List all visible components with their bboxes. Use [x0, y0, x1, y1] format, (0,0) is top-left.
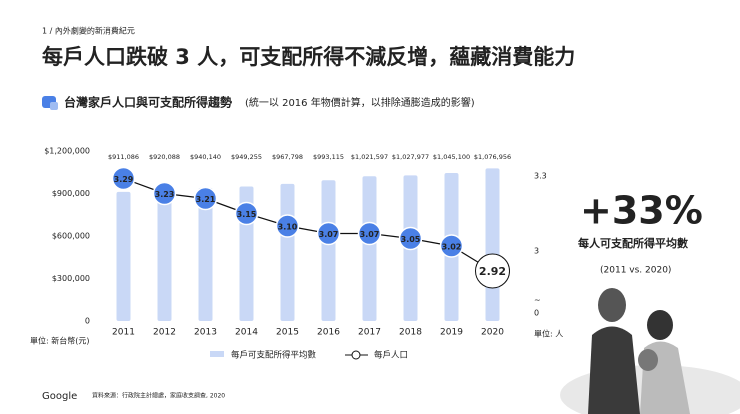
photo-shape [598, 288, 626, 322]
stat-period: (2011 vs. 2020) [600, 266, 671, 276]
value-label: $920,088 [149, 153, 180, 161]
slide-title: 每戶人口跌破 3 人，可支配所得不減反增，蘊藏消費能力 [42, 45, 575, 69]
chart-note: (統一以 2016 年物價計算，以排除通膨造成的影響) [245, 96, 475, 109]
bar [485, 168, 500, 321]
bar [280, 183, 295, 321]
value-label: $940,140 [190, 153, 221, 161]
bar [116, 191, 131, 321]
line-point [398, 226, 423, 251]
point-label: 3.05 [401, 235, 421, 244]
x-tick-label: 2013 [194, 328, 217, 338]
line-point [275, 214, 300, 238]
y2-tick-label: 3 [534, 247, 539, 256]
axis-break: ~ [534, 296, 541, 305]
line [123, 177, 493, 272]
chart-subtitle: 台灣家戶人口與可支配所得趨勢 [64, 95, 232, 110]
y2-tick-label: 0 [534, 309, 539, 318]
point-label: 2.92 [479, 265, 506, 278]
section-label: 1 / 內外劇變的新消費紀元 [42, 26, 135, 36]
point-label: 3.07 [360, 230, 380, 239]
stat: +33% [580, 189, 703, 233]
value-label: $911,086 [108, 153, 139, 161]
line-point [316, 221, 341, 246]
stat-label: 每人可支配所得平均數 [578, 236, 688, 250]
x-tick-label: 2016 [317, 328, 340, 338]
x-tick-label: 2017 [358, 328, 381, 338]
source: 資料來源：行政院主計總處，家庭收支調查, 2020 [92, 392, 225, 400]
line-point [439, 234, 464, 258]
y-tick-label: $1,200,000 [44, 147, 90, 156]
x-tick-label: 2012 [153, 328, 176, 338]
point-label: 3.02 [442, 243, 462, 252]
bar [157, 190, 172, 321]
y-tick-label: $300,000 [52, 274, 90, 283]
point-label: 3.10 [278, 223, 298, 232]
legend-swatch [210, 351, 224, 357]
line-point [357, 221, 382, 246]
x-tick-label: 2015 [276, 328, 299, 338]
point-label: 3.07 [319, 230, 339, 239]
y-unit: 單位: 新台幣(元) [30, 336, 89, 346]
point-label: 3.23 [155, 190, 175, 199]
value-label: $1,076,956 [474, 153, 511, 161]
x-tick-label: 2018 [399, 328, 422, 338]
bar [198, 187, 213, 321]
line-point [152, 181, 177, 206]
photo-shape [638, 349, 658, 371]
photo-shape [647, 310, 673, 340]
y2-tick-label: 3.3 [534, 172, 547, 181]
photo-shape [588, 326, 640, 414]
value-label: $967,798 [272, 153, 303, 161]
value-label: $949,255 [231, 153, 262, 161]
x-tick-label: 2014 [235, 328, 258, 338]
y-tick-label: $600,000 [52, 232, 90, 241]
value-label: $1,021,597 [351, 153, 388, 161]
x-tick-label: 2020 [481, 328, 504, 338]
line-point [193, 186, 218, 211]
photo [560, 288, 740, 414]
x-tick-label: 2011 [112, 328, 135, 338]
line-point [475, 253, 510, 289]
value-label: $1,045,100 [433, 153, 470, 161]
point-label: 3.29 [114, 175, 134, 184]
point-label: 3.15 [237, 210, 257, 219]
legend-swatch [351, 350, 361, 360]
y2-unit: 單位: 人 [534, 329, 563, 339]
logo: Google [42, 391, 77, 402]
legend-label: 每戶可支配所得平均數 [231, 350, 317, 361]
legend-label: 每戶人口 [374, 350, 408, 361]
bar [362, 176, 377, 321]
y-tick-label: 0 [85, 317, 90, 326]
line-point [234, 201, 259, 226]
x-tick-label: 2019 [440, 328, 463, 338]
line-point [111, 166, 136, 191]
value-label: $1,027,977 [392, 153, 429, 161]
point-label: 3.21 [196, 195, 216, 204]
value-label: $993,115 [313, 153, 344, 161]
subtitle-icon [50, 102, 58, 110]
y-tick-label: $900,000 [52, 189, 90, 198]
bar [321, 180, 336, 321]
